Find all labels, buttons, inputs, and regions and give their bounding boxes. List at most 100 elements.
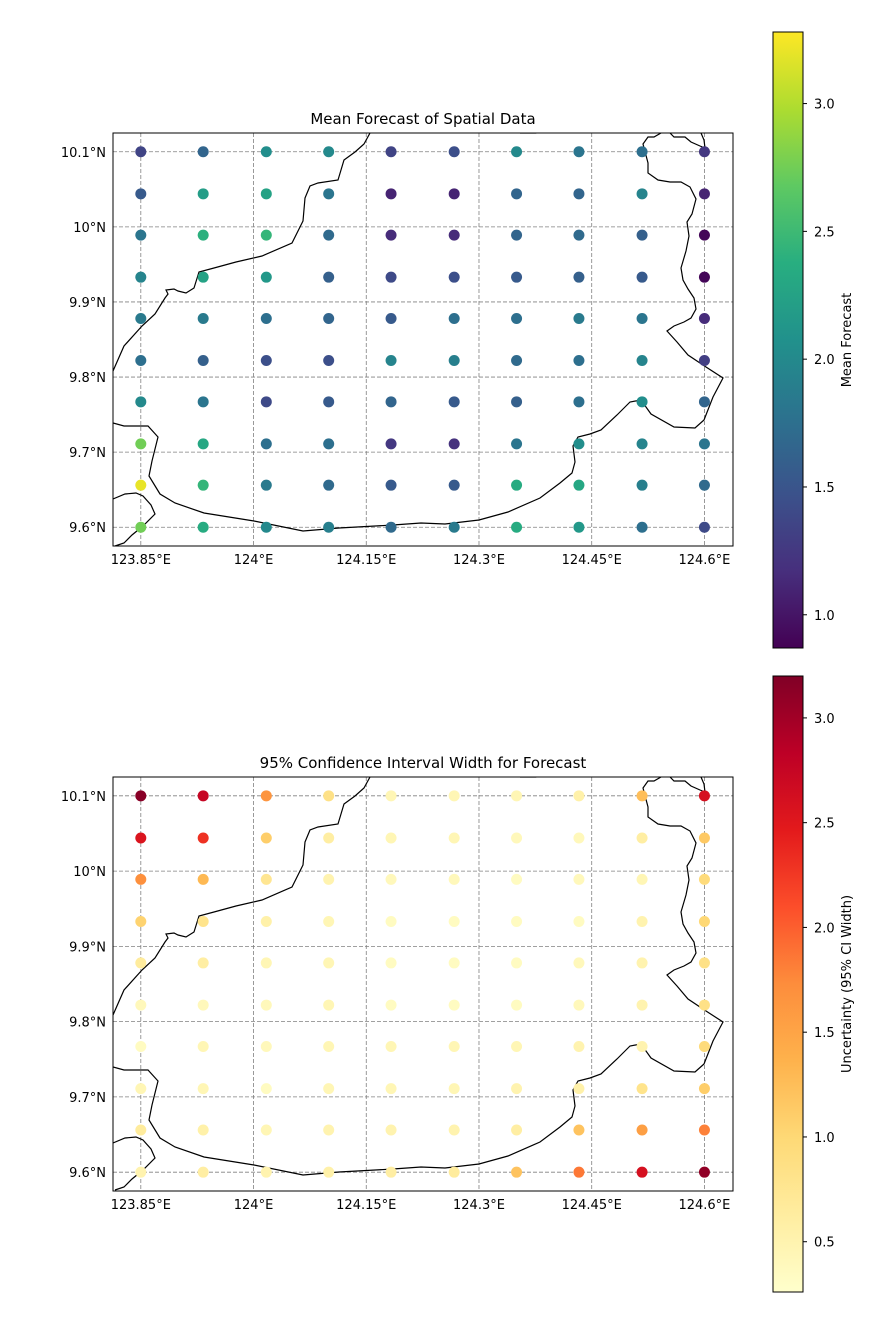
data-point	[511, 355, 523, 367]
data-point	[511, 271, 523, 283]
colorbar-tick-label: 1.5	[814, 481, 835, 496]
data-point	[323, 1040, 335, 1052]
data-point	[511, 790, 523, 802]
data-point	[448, 271, 460, 283]
data-point	[135, 521, 147, 533]
data-point	[323, 832, 335, 844]
colorbar-tick-label: 1.0	[814, 1131, 835, 1146]
gridlines	[113, 133, 733, 546]
data-point	[698, 271, 710, 283]
data-point	[698, 1083, 710, 1095]
data-point	[511, 521, 523, 533]
data-point	[448, 790, 460, 802]
data-point	[698, 790, 710, 802]
data-point	[323, 355, 335, 367]
data-point	[385, 1124, 397, 1136]
data-point	[135, 790, 147, 802]
data-point	[698, 873, 710, 885]
data-point	[385, 521, 397, 533]
data-point	[135, 832, 147, 844]
data-point	[135, 271, 147, 283]
data-point	[260, 1040, 272, 1052]
data-point	[323, 999, 335, 1011]
data-point	[698, 832, 710, 844]
data-point	[511, 999, 523, 1011]
data-point	[636, 479, 648, 491]
colorbar-label: Mean Forecast	[840, 293, 855, 388]
data-point	[573, 1124, 585, 1136]
data-point	[636, 521, 648, 533]
data-point	[511, 916, 523, 928]
data-point	[135, 1166, 147, 1178]
data-point	[260, 999, 272, 1011]
data-point	[135, 916, 147, 928]
data-point	[511, 438, 523, 450]
data-point	[260, 438, 272, 450]
data-point	[135, 188, 147, 200]
colorbar-ticks: 0.5 1.0 1.5 2.0 2.5 3.0	[803, 712, 835, 1251]
data-point	[698, 479, 710, 491]
data-point	[385, 396, 397, 408]
data-point	[260, 396, 272, 408]
ci-width-panel: 95% Confidence Interval Width for Foreca…	[61, 675, 855, 1293]
chart-title: 95% Confidence Interval Width for Foreca…	[260, 754, 587, 772]
data-point	[511, 1166, 523, 1178]
plot-frame	[112, 132, 734, 547]
plot-frame	[112, 776, 734, 1192]
data-point	[511, 957, 523, 969]
data-point	[385, 1040, 397, 1052]
data-point	[698, 521, 710, 533]
data-point	[385, 229, 397, 241]
data-point	[323, 957, 335, 969]
data-point	[385, 790, 397, 802]
mean-forecast-panel: Mean Forecast of Spatial Data 123.85°E 12…	[61, 31, 855, 649]
data-point	[573, 832, 585, 844]
data-point	[260, 873, 272, 885]
colorbar	[772, 31, 804, 649]
y-tick-label: 9.8°N	[69, 371, 106, 386]
y-tick-label: 9.7°N	[69, 446, 106, 461]
data-point	[260, 1083, 272, 1095]
colorbar-tick-label: 3.0	[814, 98, 835, 113]
data-point	[636, 999, 648, 1011]
data-point	[573, 957, 585, 969]
data-point	[636, 957, 648, 969]
data-point	[197, 1040, 209, 1052]
data-point	[636, 916, 648, 928]
data-point	[260, 271, 272, 283]
x-tick-label: 124.6°E	[678, 553, 730, 568]
data-point	[698, 957, 710, 969]
data-point	[385, 916, 397, 928]
data-point	[197, 832, 209, 844]
data-point	[323, 229, 335, 241]
data-point	[323, 1083, 335, 1095]
data-point	[573, 1083, 585, 1095]
data-point	[197, 271, 209, 283]
colorbar-label: Uncertainty (95% CI Width)	[840, 895, 855, 1073]
data-point	[197, 146, 209, 158]
data-point	[197, 957, 209, 969]
x-tick-label: 124.15°E	[336, 1198, 396, 1213]
data-point	[323, 1166, 335, 1178]
data-point	[135, 229, 147, 241]
data-point	[135, 1083, 147, 1095]
data-point	[636, 873, 648, 885]
data-point	[260, 1124, 272, 1136]
data-point	[135, 957, 147, 969]
data-point	[636, 790, 648, 802]
data-point	[636, 396, 648, 408]
data-point	[260, 790, 272, 802]
chart-title: Mean Forecast of Spatial Data	[310, 110, 535, 128]
data-point	[260, 521, 272, 533]
x-tick-label: 124.45°E	[562, 553, 622, 568]
y-tick-label: 10.1°N	[61, 790, 106, 805]
colorbar-tick-label: 1.0	[814, 609, 835, 624]
data-point	[385, 873, 397, 885]
data-point	[448, 355, 460, 367]
data-point	[260, 916, 272, 928]
data-point	[135, 873, 147, 885]
x-axis-ticks: 123.85°E 124°E 124.15°E 124.3°E 124.45°E 124.…	[111, 1198, 731, 1213]
data-point	[323, 438, 335, 450]
data-point	[197, 1166, 209, 1178]
y-axis-ticks: 9.6°N 9.7°N 9.8°N 9.9°N 10°N 10.1°N	[61, 146, 106, 536]
